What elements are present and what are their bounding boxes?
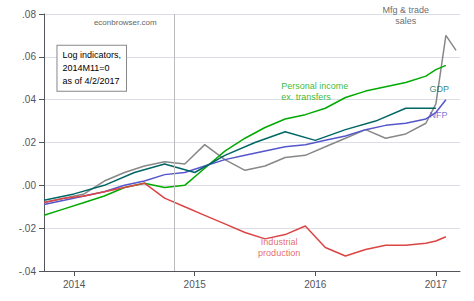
svg-text:.04: .04 [22, 94, 36, 105]
svg-text:-.04: -.04 [19, 266, 37, 277]
svg-text:.00: .00 [22, 180, 36, 191]
svg-text:2016: 2016 [304, 279, 327, 290]
svg-text:as of 4/2/2017: as of 4/2/2017 [62, 76, 119, 86]
svg-text:2014: 2014 [63, 279, 86, 290]
svg-text:-.02: -.02 [19, 223, 37, 234]
svg-text:sales: sales [395, 16, 417, 26]
svg-text:Industrial: Industrial [261, 237, 298, 247]
svg-text:.02: .02 [22, 137, 36, 148]
svg-text:.06: .06 [22, 51, 36, 62]
svg-text:NFP: NFP [429, 110, 447, 120]
svg-text:GDP: GDP [429, 84, 449, 94]
svg-text:Log indicators,: Log indicators, [62, 50, 121, 60]
svg-text:.08: .08 [22, 9, 36, 20]
svg-text:econbrowser.com: econbrowser.com [94, 18, 157, 27]
svg-text:2014M11=0: 2014M11=0 [62, 63, 109, 73]
svg-text:production: production [258, 248, 300, 258]
svg-text:ex. transfers: ex. transfers [281, 92, 331, 102]
svg-text:2017: 2017 [425, 279, 448, 290]
svg-text:Mfg & trade: Mfg & trade [382, 5, 429, 15]
svg-text:Personal income: Personal income [281, 81, 348, 91]
svg-text:2015: 2015 [184, 279, 207, 290]
